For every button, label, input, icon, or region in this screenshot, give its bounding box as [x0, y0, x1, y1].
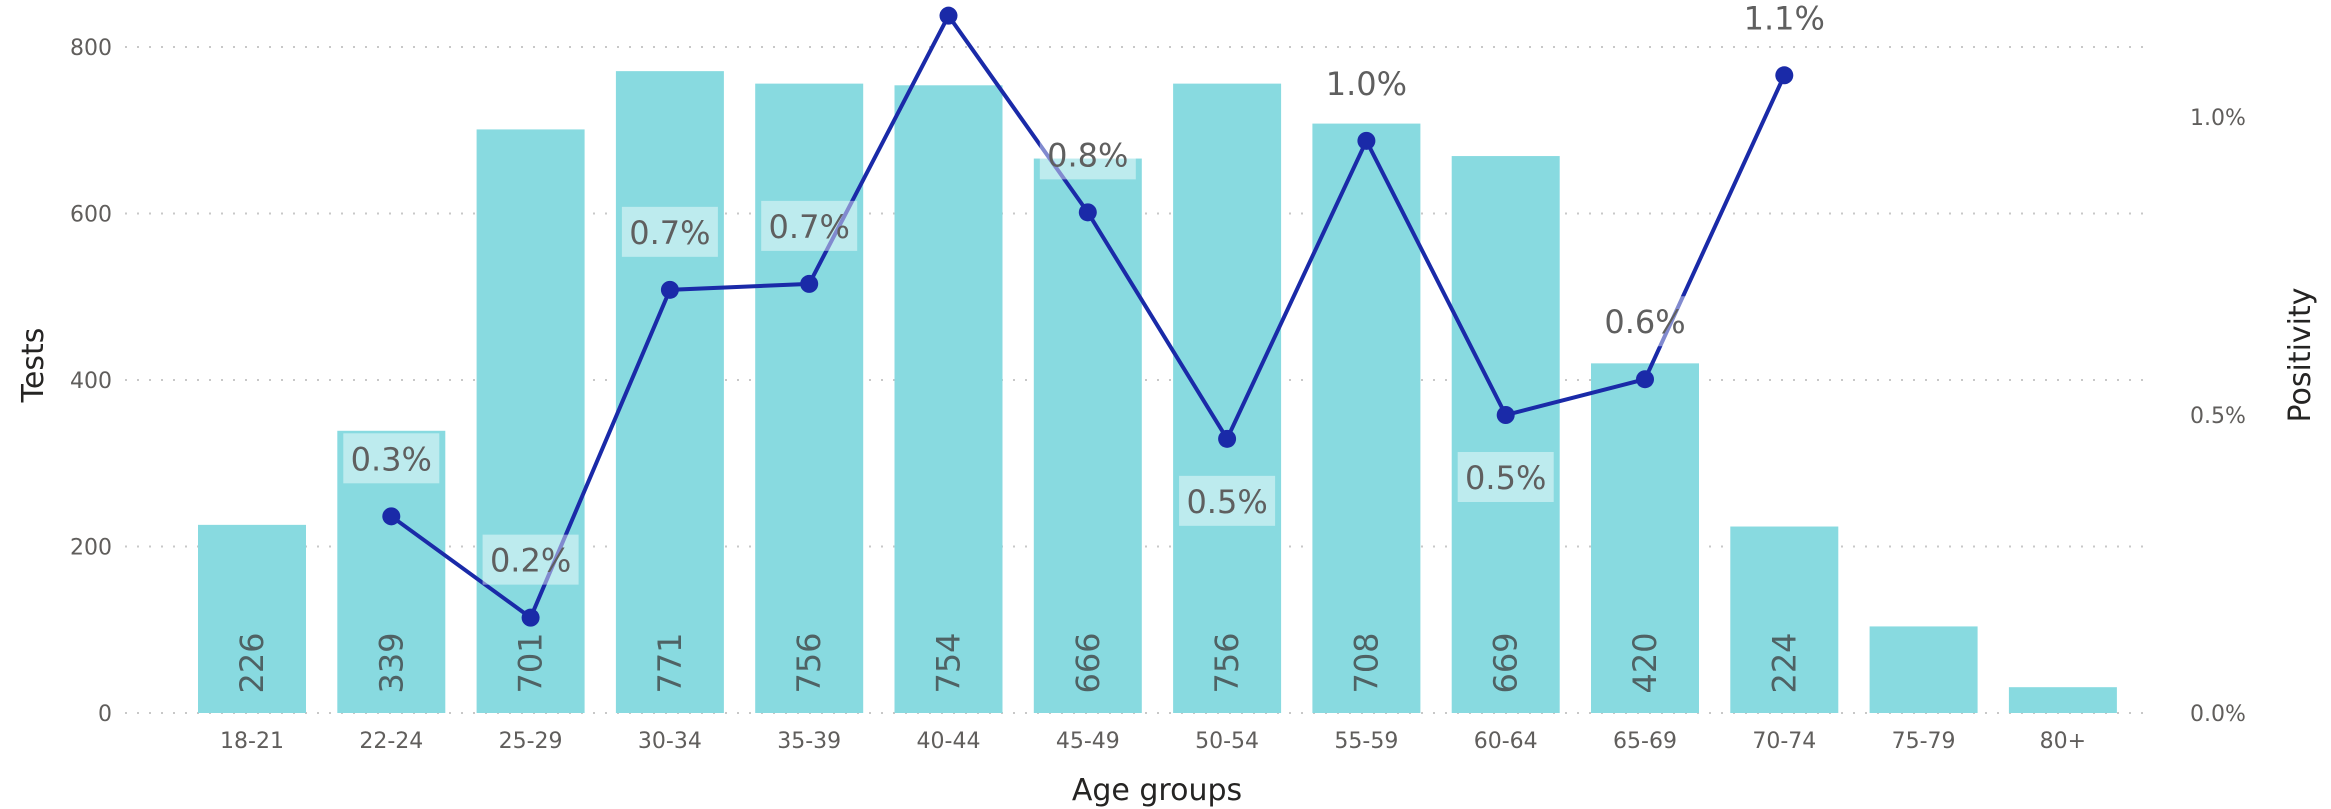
positivity-label-bg — [1457, 452, 1554, 502]
bar-data-label: 701 — [512, 632, 550, 693]
bar-data-label: 224 — [1765, 632, 1803, 693]
bar-data-label: 708 — [1347, 632, 1385, 693]
positivity-data-label: 0.5% — [1465, 459, 1546, 497]
positivity-point — [1775, 66, 1794, 85]
positivity-data-label: 0.3% — [351, 440, 432, 478]
positivity-point — [1496, 406, 1515, 424]
positivity-label-bg — [482, 534, 579, 585]
positivity-label-bg — [1736, 0, 1833, 43]
y-tick-label: 800 — [70, 36, 112, 61]
bar — [1730, 526, 1839, 713]
bar — [1451, 156, 1560, 713]
positivity-data-label: 0.7% — [629, 214, 710, 252]
x-tick-label: 80+ — [2040, 729, 2086, 754]
x-tick-label: 60-64 — [1474, 729, 1538, 754]
positivity-label-bg — [343, 433, 440, 484]
x-tick-label: 40-44 — [917, 729, 981, 754]
y-tick-label: 400 — [70, 369, 112, 394]
positivity-point — [521, 608, 540, 627]
x-tick-label: 25-29 — [499, 729, 563, 754]
x-tick-label: 30-34 — [638, 729, 702, 754]
positivity-point — [1218, 429, 1237, 448]
bar — [1033, 158, 1142, 713]
bar — [2008, 687, 2117, 713]
bar-data-label: 666 — [1069, 632, 1107, 693]
positivity-data-label: 1.1% — [1744, 0, 1825, 37]
y2-tick-label: 1.0% — [2190, 106, 2246, 131]
bar — [1869, 626, 1978, 713]
bar — [615, 71, 724, 713]
positivity-data-label: 1.0% — [1326, 65, 1407, 103]
x-tick-label: 55-59 — [1334, 729, 1398, 754]
bar-data-label: 339 — [372, 632, 410, 693]
positivity-point — [800, 274, 819, 293]
bar-data-label: 756 — [790, 632, 828, 693]
x-tick-label: 50-54 — [1195, 729, 1259, 754]
positivity-point — [1357, 131, 1376, 150]
positivity-label-bg — [1597, 296, 1693, 347]
positivity-point — [660, 280, 679, 299]
positivity-data-label: 0.2% — [490, 542, 571, 580]
bar — [337, 430, 446, 713]
positivity-data-label: 0.8% — [1047, 136, 1128, 174]
x-tick-label: 22-24 — [359, 729, 423, 754]
bar — [1173, 83, 1282, 713]
positivity-label-bg — [1039, 129, 1136, 180]
y2-tick-label: 0.0% — [2190, 702, 2246, 727]
x-tick-label: 18-21 — [220, 729, 284, 754]
x-tick-label: 75-79 — [1892, 729, 1956, 754]
x-tick-label: 70-74 — [1752, 729, 1816, 754]
positivity-point — [1078, 203, 1097, 222]
bar-data-label: 669 — [1487, 632, 1525, 693]
x-tick-label: 35-39 — [777, 729, 841, 754]
positivity-point — [939, 6, 958, 25]
positivity-data-label: 0.6% — [1604, 303, 1685, 341]
x-tick-label: 45-49 — [1056, 729, 1120, 754]
positivity-point — [382, 507, 401, 526]
bar-data-label: 771 — [651, 632, 689, 693]
x-axis-title: Age groups — [1072, 773, 1242, 808]
bar-data-label: 420 — [1626, 632, 1664, 693]
bar — [755, 83, 864, 713]
x-tick-label: 65-69 — [1613, 729, 1677, 754]
positivity-point — [1636, 370, 1654, 389]
bar-data-label: 754 — [930, 632, 968, 693]
bar-data-label: 756 — [1208, 632, 1246, 693]
positivity-label-bg — [621, 206, 718, 257]
bar — [198, 524, 306, 713]
positivity-label-bg — [761, 200, 858, 251]
y2-axis-title: Positivity — [2283, 287, 2318, 422]
bar — [894, 85, 1003, 714]
y-axis-title: Tests — [16, 328, 51, 404]
y-tick-label: 600 — [70, 203, 112, 228]
positivity-data-label: 0.5% — [1186, 483, 1267, 521]
y2-tick-label: 0.5% — [2190, 404, 2246, 429]
positivity-data-label: 0.7% — [769, 208, 850, 246]
positivity-label-bg — [1179, 475, 1276, 526]
y-tick-label: 0 — [98, 702, 112, 727]
y-tick-label: 200 — [70, 536, 112, 561]
bar-data-label: 226 — [233, 632, 271, 693]
bar — [1591, 363, 1699, 713]
positivity-label-bg — [1318, 57, 1415, 108]
